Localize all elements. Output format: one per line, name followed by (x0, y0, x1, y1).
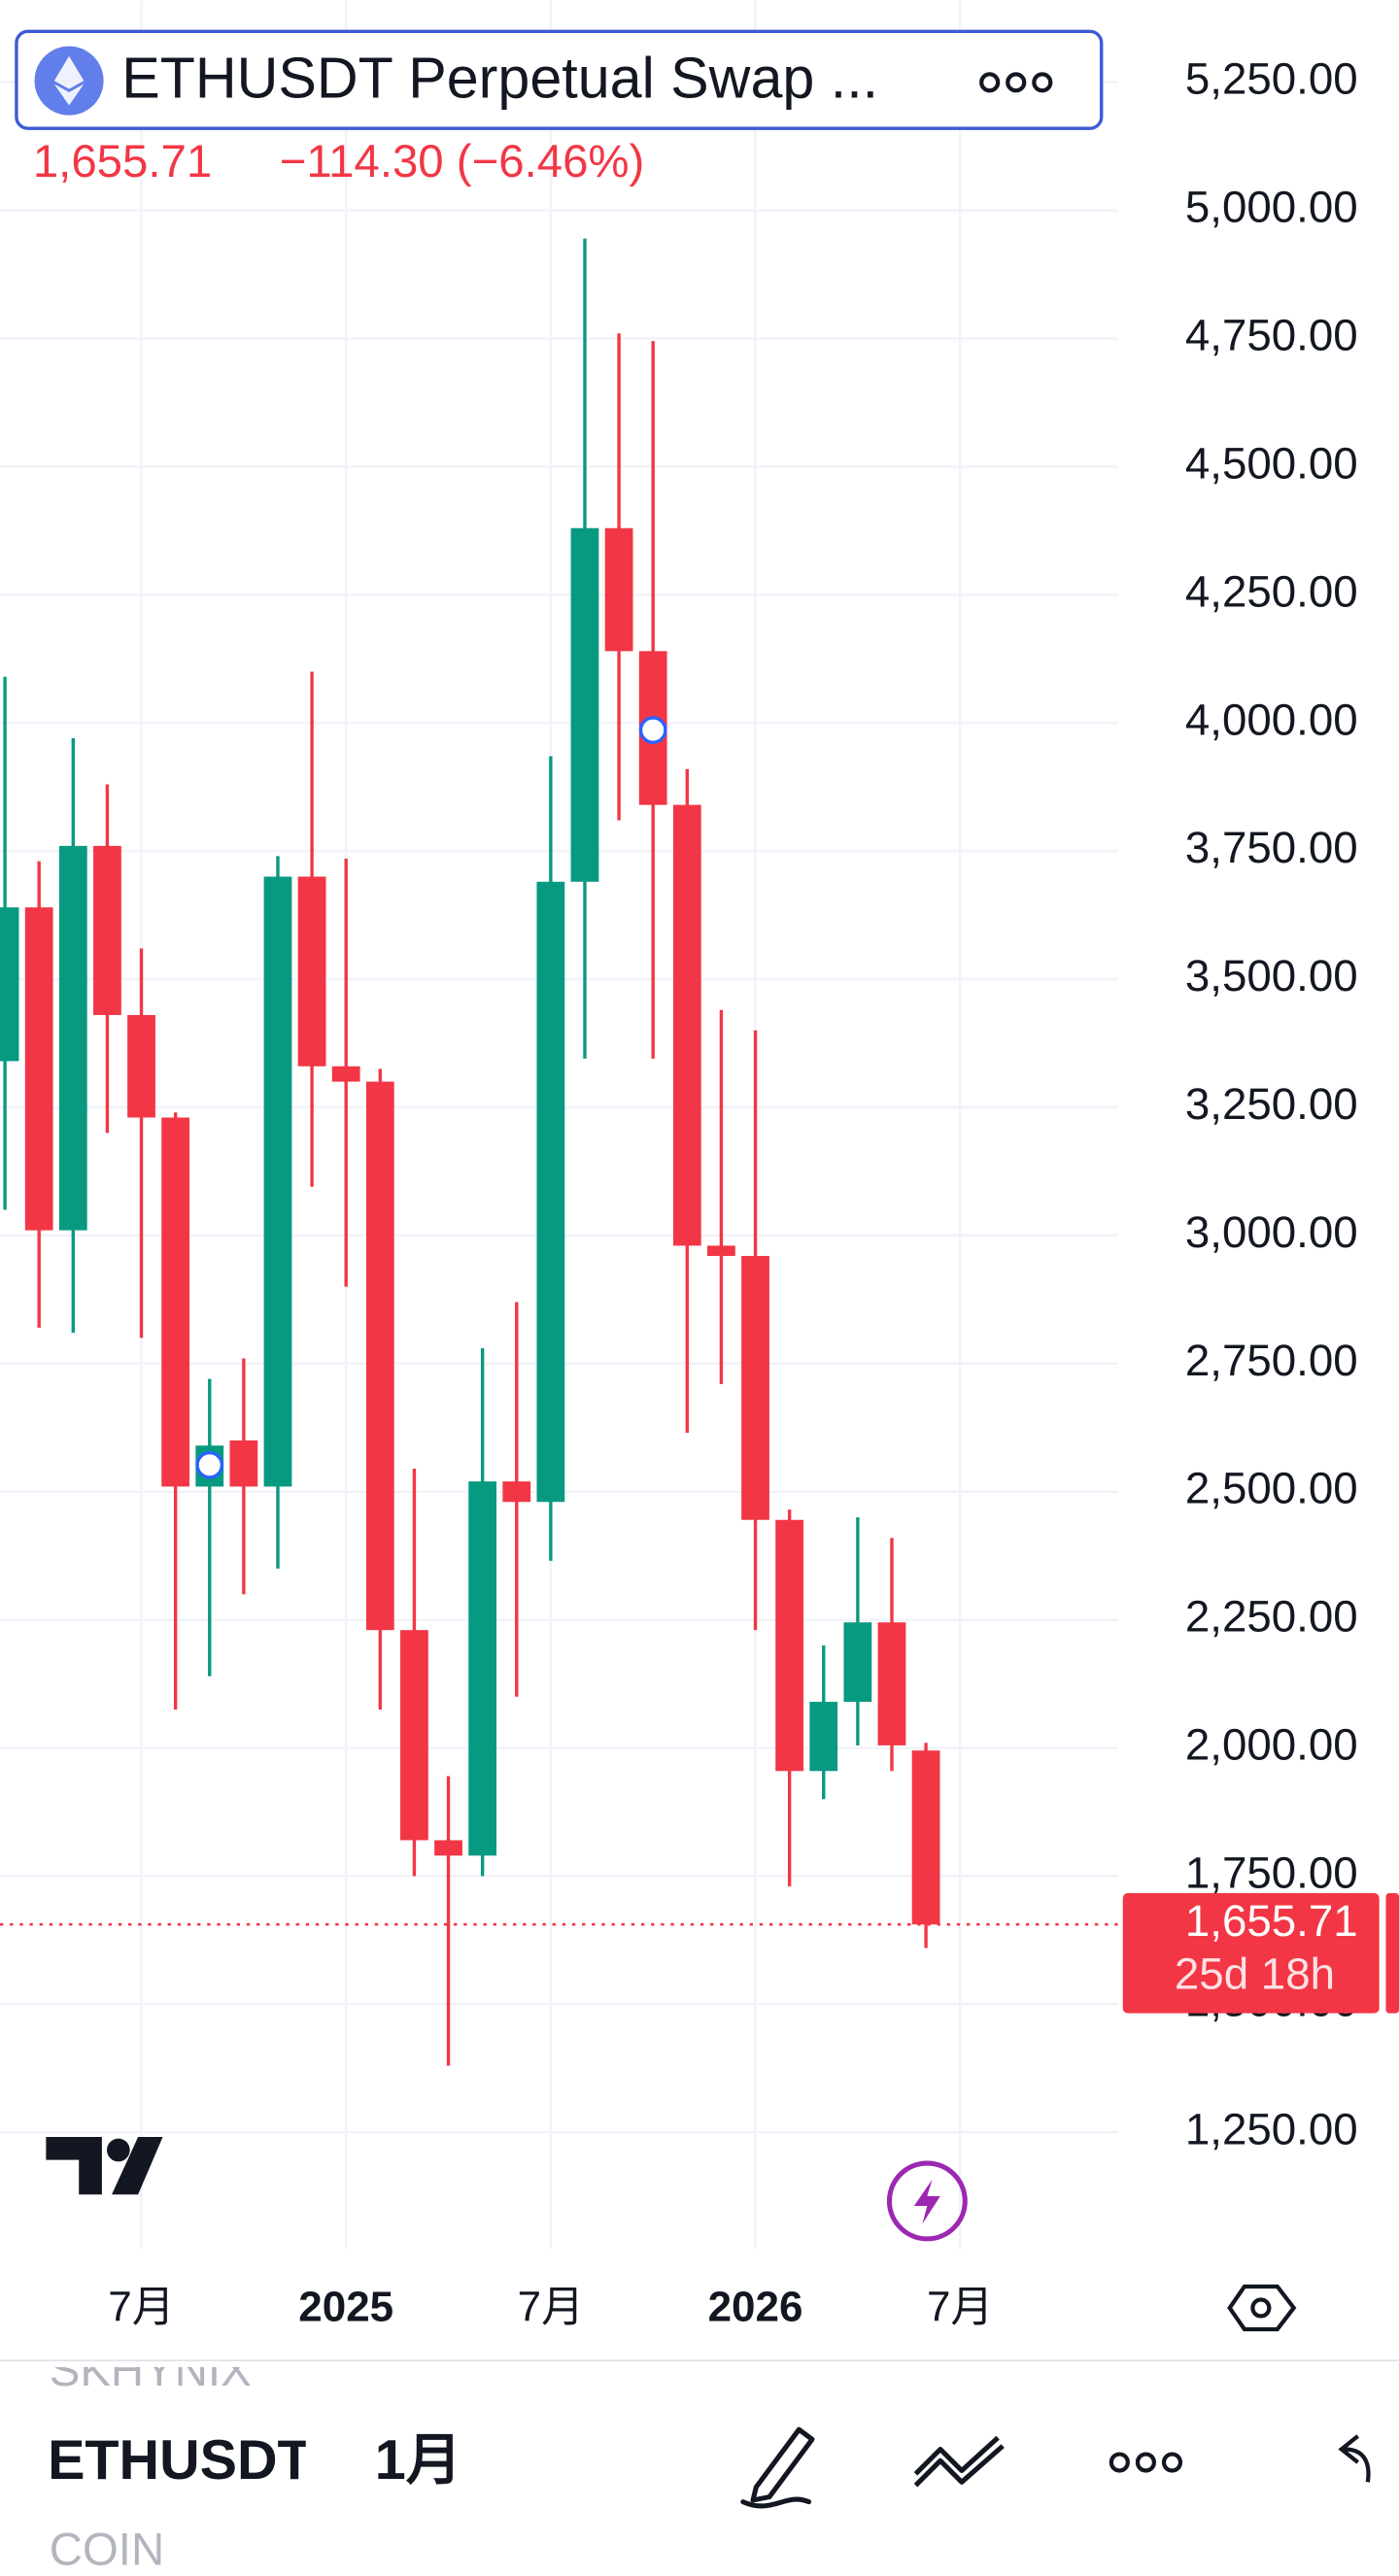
candle-body (58, 845, 87, 1231)
y-tick-label: 2,750.00 (1185, 1336, 1358, 1385)
candle-body (741, 1255, 769, 1520)
indicators-button[interactable] (913, 2435, 1005, 2488)
y-tick-label: 2,250.00 (1185, 1592, 1358, 1642)
event-marker (195, 1450, 224, 1479)
x-tick-label: 7月 (518, 2283, 584, 2330)
candle-body (434, 1840, 462, 1856)
candle-body (127, 1014, 155, 1118)
candle-body (775, 1519, 804, 1772)
price-badge (1122, 1893, 1380, 2014)
y-tick-label: 5,000.00 (1185, 183, 1358, 232)
draw-button[interactable] (740, 2426, 815, 2509)
candle-body (570, 527, 599, 882)
y-tick-label: 4,250.00 (1185, 566, 1358, 616)
candle-body (263, 876, 292, 1487)
y-tick-label: 2,500.00 (1185, 1464, 1358, 1513)
overlay: 1,250.001,500.001,750.002,000.002,250.00… (108, 54, 1399, 2330)
y-tick-label: 5,250.00 (1185, 54, 1358, 104)
y-tick-label: 1,250.00 (1185, 2104, 1358, 2153)
candle-body (0, 907, 19, 1062)
eth-glyph (53, 55, 85, 106)
lightning-button[interactable] (886, 2160, 968, 2242)
y-tick-label: 2,000.00 (1185, 1720, 1358, 1770)
symbol-title: ETHUSDT Perpetual Swap ... (121, 45, 878, 110)
candle-body (297, 876, 326, 1067)
price-change: −114.30 (−6.46%) (280, 136, 645, 187)
symbol-box[interactable] (15, 29, 1104, 130)
y-tick-label: 4,500.00 (1185, 438, 1358, 488)
toolbar-more[interactable] (1109, 2452, 1183, 2473)
toolbar-symbol[interactable]: ETHUSDT (48, 2429, 312, 2491)
x-tick-label: 7月 (927, 2283, 993, 2330)
candle-body (843, 1622, 872, 1703)
settings-button[interactable] (1227, 2284, 1297, 2332)
y-tick-label: 4,750.00 (1185, 311, 1358, 360)
x-tick-label: 2025 (298, 2283, 393, 2330)
candle-body (604, 527, 633, 652)
x-tick-label: 2026 (708, 2283, 803, 2330)
undo-button[interactable] (1338, 2434, 1371, 2483)
y-tick-label: 3,500.00 (1185, 951, 1358, 1000)
y-tick-label: 3,250.00 (1185, 1079, 1358, 1129)
x-tick-label: 7月 (108, 2283, 174, 2330)
more-button[interactable] (979, 72, 1053, 93)
candle-body (161, 1117, 190, 1487)
last-price: 1,655.71 (33, 136, 212, 187)
candle-body (502, 1481, 531, 1503)
candle-body (707, 1245, 735, 1256)
settings-icon (1250, 2297, 1272, 2319)
tv-logo (46, 2136, 163, 2195)
watchlist-symbol[interactable]: SKHYNIX (50, 2345, 252, 2396)
y-tick-label: 1,750.00 (1185, 1848, 1358, 1898)
y-tick-label: 3,000.00 (1185, 1207, 1358, 1257)
candle-body (468, 1481, 497, 1856)
candle-body (24, 907, 53, 1231)
candle-body (331, 1066, 360, 1082)
candle-body (672, 804, 701, 1246)
y-tick-label: 4,000.00 (1185, 695, 1358, 744)
candle-body (536, 881, 565, 1503)
candle-body (400, 1630, 428, 1841)
candles (0, 238, 1118, 2066)
candle-body (911, 1750, 940, 1925)
toolbar-interval[interactable]: 1月 (375, 2429, 462, 2491)
watchlist-symbol[interactable]: COIN (50, 2525, 164, 2576)
event-marker (638, 716, 667, 744)
candle-body (877, 1622, 906, 1746)
price-badge-value: 1,655.71 (1185, 1896, 1358, 1946)
price-badge-countdown: 25d 18h (1175, 1949, 1335, 1998)
candle-body (93, 845, 121, 1015)
candle-body (809, 1702, 838, 1772)
y-tick-label: 3,750.00 (1185, 823, 1358, 872)
price-badge-edge (1385, 1893, 1399, 2014)
candle-body (229, 1440, 258, 1487)
candle-body (365, 1081, 394, 1631)
lightning-icon (913, 2179, 940, 2224)
